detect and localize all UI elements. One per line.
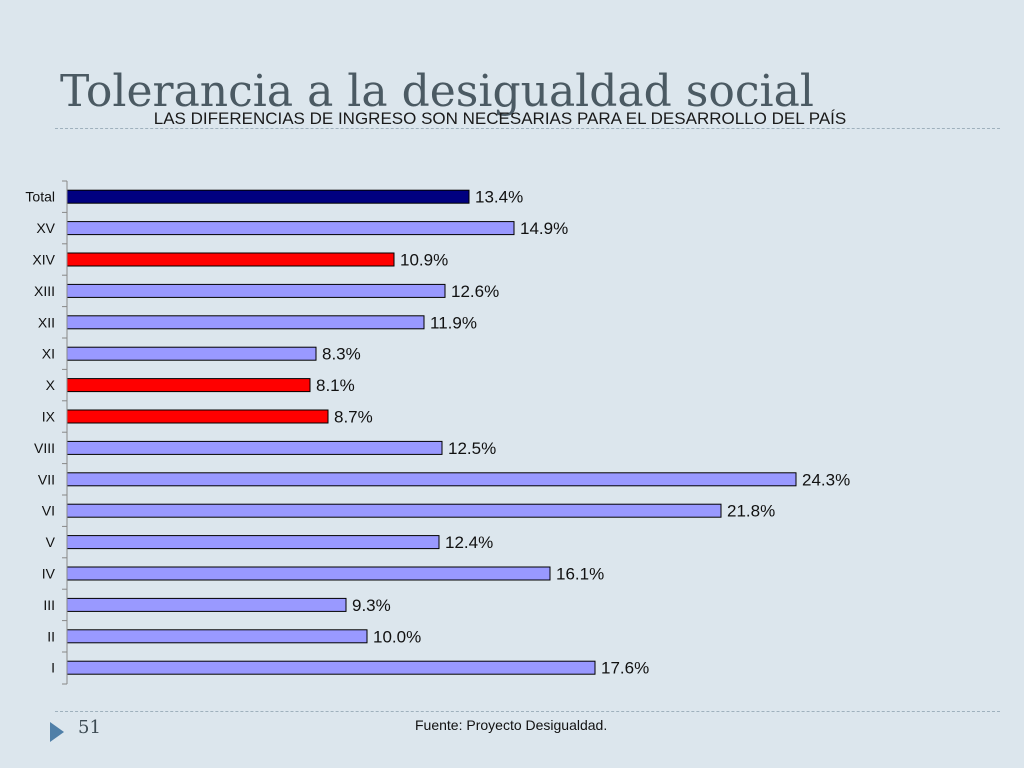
data-label: 8.7% — [334, 408, 373, 427]
category-label: XIII — [34, 283, 55, 299]
chart-subtitle: LAS DIFERENCIAS DE INGRESO SON NECESARIA… — [153, 109, 847, 128]
bar-IX — [66, 409, 329, 424]
bar-X — [66, 378, 311, 393]
category-label: XI — [42, 346, 55, 362]
bar-XII — [66, 315, 425, 330]
bar-IV — [66, 566, 551, 581]
bar-XIV — [66, 252, 395, 267]
data-label: 17.6% — [601, 659, 649, 678]
category-label: VII — [38, 471, 55, 487]
slide-title: Tolerancia a la desigualdad social — [60, 66, 814, 117]
footer-divider — [55, 711, 1000, 712]
data-label: 12.4% — [445, 533, 493, 552]
data-label: 12.5% — [448, 439, 496, 458]
category-label: XV — [36, 220, 55, 236]
bar-VIII — [66, 440, 443, 455]
bar-XIII — [66, 283, 446, 298]
data-label: 14.9% — [520, 219, 568, 238]
data-label: 24.3% — [802, 470, 850, 489]
category-label: I — [51, 660, 55, 676]
bar-VII — [66, 472, 797, 487]
slide-number: 51 — [78, 717, 101, 738]
data-label: 8.3% — [322, 345, 361, 364]
data-label: 10.9% — [400, 251, 448, 270]
play-triangle-icon — [50, 722, 64, 742]
bar-XV — [66, 221, 515, 236]
category-label: Total — [25, 189, 55, 205]
data-label: 8.1% — [316, 376, 355, 395]
category-label: V — [46, 534, 56, 550]
bar-VI — [66, 503, 722, 518]
title-divider — [55, 128, 1000, 129]
bar-III — [66, 597, 347, 612]
source-note: Fuente: Proyecto Desigualdad. — [415, 717, 608, 733]
category-label: VI — [42, 503, 55, 519]
bar-I — [66, 660, 596, 675]
data-label: 16.1% — [556, 565, 604, 584]
bar-II — [66, 629, 368, 644]
category-label: XIV — [32, 252, 55, 268]
data-label: 9.3% — [352, 596, 391, 615]
category-label: XII — [38, 314, 55, 330]
bar-V — [66, 535, 440, 550]
category-label: IV — [42, 566, 56, 582]
category-label: VIII — [34, 440, 55, 456]
data-label: 13.4% — [475, 188, 523, 207]
data-label: 10.0% — [373, 627, 421, 646]
bar-Total — [66, 189, 470, 204]
category-label: II — [47, 628, 55, 644]
category-label: III — [43, 597, 55, 613]
category-label: IX — [42, 409, 56, 425]
data-label: 12.6% — [451, 282, 499, 301]
bar-XI — [66, 346, 317, 361]
data-label: 21.8% — [727, 502, 775, 521]
category-label: X — [46, 377, 56, 393]
data-label: 11.9% — [430, 313, 477, 332]
